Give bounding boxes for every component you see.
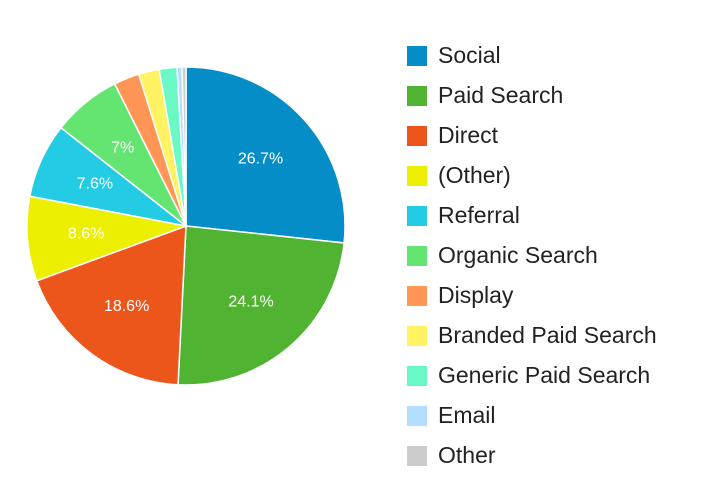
legend-swatch bbox=[407, 46, 427, 66]
slice-label: 8.6% bbox=[68, 225, 104, 242]
legend-label: Organic Search bbox=[438, 242, 598, 268]
legend-swatch bbox=[407, 126, 427, 146]
slice-label: 7% bbox=[111, 140, 134, 157]
slice-label: 18.6% bbox=[104, 298, 149, 315]
legend-label: Generic Paid Search bbox=[438, 362, 650, 388]
legend-label: Other bbox=[438, 442, 496, 468]
pie-slice bbox=[35, 224, 187, 386]
pie-slice bbox=[177, 225, 345, 386]
legend-swatch bbox=[407, 166, 427, 186]
legend-swatch bbox=[407, 446, 427, 466]
legend-label: Email bbox=[438, 402, 496, 428]
pie-slice bbox=[185, 66, 346, 244]
legend-swatch bbox=[407, 86, 427, 106]
slice-label: 24.1% bbox=[228, 293, 273, 310]
legend-swatch bbox=[407, 286, 427, 306]
legend-swatch bbox=[407, 246, 427, 266]
legend-label: Display bbox=[438, 282, 514, 308]
legend-label: Social bbox=[438, 42, 501, 68]
legend-label: Referral bbox=[438, 202, 520, 228]
legend-label: Branded Paid Search bbox=[438, 322, 657, 348]
legend-swatch bbox=[407, 326, 427, 346]
legend-label: (Other) bbox=[438, 162, 511, 188]
legend-swatch bbox=[407, 206, 427, 226]
legend-label: Paid Search bbox=[438, 82, 563, 108]
slice-label: 7.6% bbox=[77, 176, 113, 193]
legend-label: Direct bbox=[438, 122, 499, 148]
slice-label: 26.7% bbox=[238, 150, 283, 167]
pie-slice bbox=[181, 66, 187, 227]
legend-swatch bbox=[407, 366, 427, 386]
pie-slice bbox=[26, 195, 189, 282]
legend-swatch bbox=[407, 406, 427, 426]
